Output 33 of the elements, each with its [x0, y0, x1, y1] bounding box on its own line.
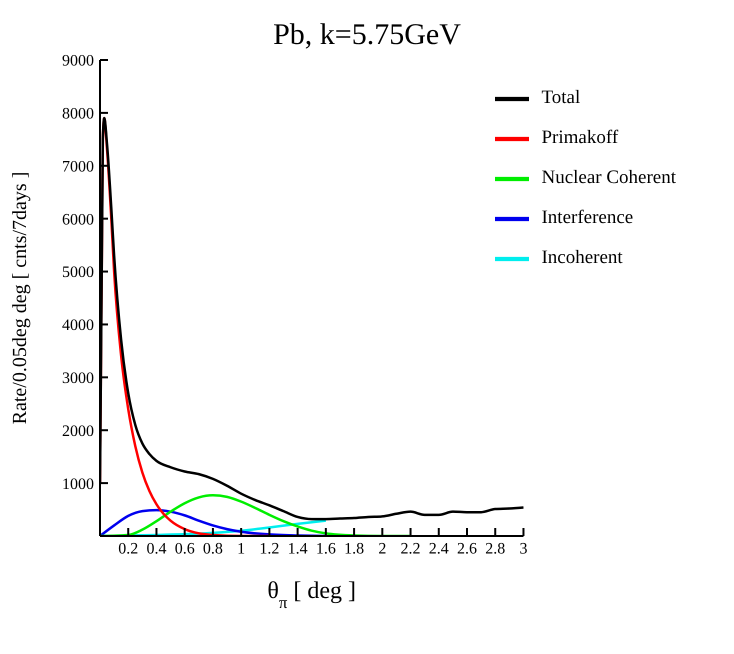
- y-axis-title: Rate/0.05deg deg [ cnts/7days ]: [9, 172, 31, 424]
- y-tick-label: 8000: [62, 106, 94, 123]
- legend-label: Primakoff: [541, 127, 618, 148]
- x-tick-label: 2.8: [485, 540, 506, 558]
- legend-label: Total: [541, 87, 580, 108]
- x-tick-label: 3: [519, 540, 528, 558]
- x-tick-label: 0.8: [202, 540, 223, 558]
- legend-label: Nuclear Coherent: [541, 167, 676, 188]
- x-tick-label: 0.4: [146, 540, 166, 558]
- y-tick-label: 2000: [62, 422, 94, 440]
- x-tick-label: 0.2: [118, 540, 138, 558]
- y-tick-label: 6000: [62, 211, 94, 228]
- x-tick-label: 1.6: [316, 540, 336, 558]
- y-tick-label: 7000: [62, 158, 94, 176]
- x-tick-label: 2.2: [400, 540, 421, 558]
- y-tick-label: 9000: [62, 52, 94, 70]
- line-series: [100, 508, 328, 536]
- legend-label: Interference: [541, 207, 634, 228]
- x-tick-label: 0.6: [174, 540, 195, 558]
- x-tick-label: 2.6: [457, 540, 478, 558]
- x-tick-label: 2: [378, 540, 386, 558]
- x-tick-label: 1.8: [344, 540, 364, 558]
- chart-title: Pb, k=5.75GeV: [272, 18, 462, 52]
- x-tick-label: 2.4: [428, 540, 449, 558]
- y-tick-label: 4000: [62, 317, 94, 334]
- y-tick-label: 3000: [62, 370, 94, 388]
- y-tick-label: 5000: [62, 264, 94, 282]
- x-tick-label: 1.2: [259, 540, 280, 558]
- x-tick-label: 1.4: [288, 540, 308, 558]
- legend-label: Incoherent: [541, 247, 623, 268]
- x-tick-label: 1: [237, 540, 246, 558]
- y-tick-label: 1000: [62, 476, 94, 493]
- x-axis-title: θ$_{π}$ [ deg ]: [267, 578, 356, 612]
